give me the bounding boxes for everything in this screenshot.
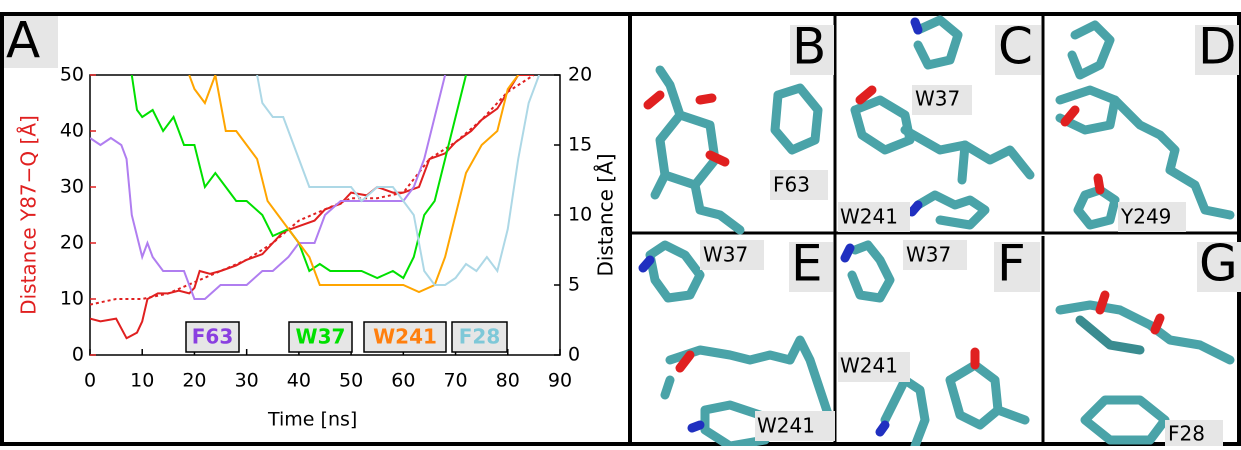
legend-label: F63 (192, 325, 234, 349)
y-tick-label: 50 (60, 64, 84, 86)
panel-letter: F (997, 235, 1026, 293)
x-tick-label: 30 (235, 370, 259, 392)
panel-letter: B (792, 18, 826, 76)
panel-letter: C (998, 18, 1033, 76)
panel-letter: D (1198, 18, 1237, 76)
x-tick-label: 0 (84, 370, 96, 392)
y2-tick-label: 5 (568, 274, 580, 296)
residue-label: W37 (906, 243, 951, 267)
legend-label: W241 (373, 325, 437, 349)
residue-label: W241 (840, 354, 898, 378)
y-tick-label: 40 (60, 120, 84, 142)
residue-label: F28 (1168, 422, 1205, 446)
residue-label: F63 (773, 173, 810, 197)
panel-letter: E (791, 235, 823, 293)
residue-label: W37 (703, 243, 748, 267)
structure-panels: B F63 C W37 W241 D (630, 14, 1241, 446)
panel-letter: G (1199, 235, 1238, 293)
residue-label: W241 (840, 205, 898, 229)
figure: A B F63 (0, 0, 1241, 446)
panel-letter: A (6, 12, 40, 70)
x-tick-label: 60 (391, 370, 415, 392)
residue-label: Y249 (1120, 205, 1171, 229)
y-tick-label: 10 (60, 288, 84, 310)
residue-label: W241 (757, 414, 815, 438)
legend-label: W37 (296, 325, 346, 349)
series-line (257, 75, 539, 285)
y2-tick-label: 10 (568, 204, 592, 226)
y2-tick-label: 20 (568, 64, 592, 86)
y-axis-title: Distance Y87−Q [Å] (17, 115, 41, 315)
y2-tick-label: 0 (568, 344, 580, 366)
series-line (90, 75, 534, 338)
x-tick-label: 90 (548, 370, 572, 392)
series-line (189, 75, 518, 292)
x-tick-label: 10 (130, 370, 154, 392)
x-tick-label: 70 (443, 370, 467, 392)
x-tick-label: 50 (339, 370, 363, 392)
residue-label: W37 (915, 87, 960, 111)
y2-tick-label: 15 (568, 134, 592, 156)
x-tick-label: 40 (287, 370, 311, 392)
y-tick-label: 20 (60, 232, 84, 254)
y-tick-label: 0 (72, 344, 84, 366)
panel-frame (2, 14, 630, 444)
x-axis-title: Time [ns] (267, 409, 357, 431)
x-tick-label: 80 (496, 370, 520, 392)
y-tick-label: 30 (60, 176, 84, 198)
legend-label: F28 (459, 325, 501, 349)
x-tick-label: 20 (182, 370, 206, 392)
y2-axis-title: Distance [Å] (594, 153, 618, 276)
